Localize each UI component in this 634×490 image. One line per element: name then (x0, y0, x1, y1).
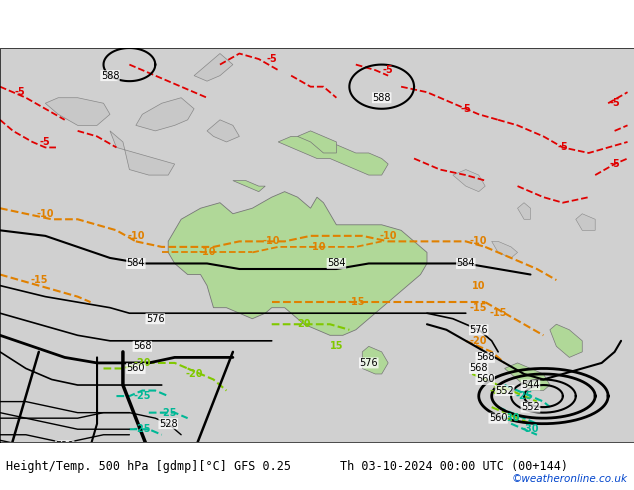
Text: -5: -5 (609, 98, 620, 108)
Polygon shape (136, 98, 194, 131)
Text: -25: -25 (134, 391, 151, 401)
Text: Th 03-10-2024 00:00 UTC (00+144): Th 03-10-2024 00:00 UTC (00+144) (340, 460, 568, 472)
Polygon shape (297, 131, 337, 153)
Text: -15: -15 (470, 303, 488, 313)
Text: 588: 588 (101, 71, 119, 81)
Text: -5: -5 (609, 159, 620, 169)
Text: 552: 552 (521, 402, 540, 412)
Bar (0, 442, 634, 490)
Text: -15: -15 (489, 308, 507, 318)
Text: -5: -5 (40, 137, 51, 147)
Polygon shape (168, 192, 427, 335)
Text: -25: -25 (160, 408, 177, 417)
Text: -20: -20 (489, 386, 507, 395)
Text: -25: -25 (515, 391, 533, 401)
Polygon shape (45, 98, 110, 125)
Text: -10: -10 (198, 247, 216, 257)
Text: -10: -10 (308, 242, 326, 252)
Text: 552: 552 (495, 386, 514, 395)
Text: -10: -10 (379, 231, 397, 241)
Text: 520: 520 (55, 441, 74, 451)
Text: -5: -5 (14, 87, 25, 97)
Text: -5: -5 (460, 104, 471, 114)
Text: -10: -10 (127, 231, 145, 241)
Polygon shape (278, 136, 388, 175)
Polygon shape (453, 170, 485, 192)
Text: 576: 576 (359, 358, 378, 368)
Text: -20: -20 (134, 358, 151, 368)
Text: -30: -30 (502, 413, 520, 423)
Text: -20: -20 (470, 336, 488, 346)
Polygon shape (233, 181, 265, 192)
Polygon shape (505, 363, 550, 391)
Text: 560: 560 (489, 413, 507, 423)
Text: -5: -5 (383, 65, 394, 75)
Text: 544: 544 (521, 380, 540, 390)
Text: 576: 576 (469, 325, 488, 335)
Text: 560: 560 (127, 364, 145, 373)
Text: 584: 584 (456, 258, 475, 269)
Text: -15: -15 (347, 297, 365, 307)
Text: -20: -20 (185, 369, 203, 379)
Polygon shape (207, 120, 240, 142)
Text: 528: 528 (159, 418, 178, 429)
Text: 568: 568 (470, 364, 488, 373)
Text: 584: 584 (127, 258, 145, 269)
Text: 588: 588 (372, 93, 391, 103)
Polygon shape (110, 131, 175, 175)
Text: 15: 15 (330, 342, 343, 351)
Polygon shape (492, 242, 517, 258)
Polygon shape (517, 203, 531, 219)
Text: 10: 10 (472, 281, 486, 291)
Text: ©weatheronline.co.uk: ©weatheronline.co.uk (512, 474, 628, 484)
Text: -20: -20 (502, 413, 520, 423)
Text: Height/Temp. 500 hPa [gdmp][°C] GFS 0.25: Height/Temp. 500 hPa [gdmp][°C] GFS 0.25 (6, 460, 291, 472)
Text: 568: 568 (476, 352, 495, 363)
Text: -5: -5 (266, 54, 277, 64)
Polygon shape (576, 214, 595, 230)
Text: -10: -10 (470, 236, 488, 246)
Bar (0, 48, 634, 442)
Text: 576: 576 (146, 314, 165, 324)
Text: -10: -10 (263, 236, 280, 246)
Text: 584: 584 (327, 258, 346, 269)
Text: 504: 504 (23, 468, 42, 478)
Polygon shape (550, 324, 582, 357)
Bar (0, 0, 634, 48)
Text: -25: -25 (134, 424, 151, 434)
Text: 560: 560 (476, 374, 495, 385)
Text: -10: -10 (37, 209, 54, 219)
Text: 20: 20 (297, 319, 311, 329)
Polygon shape (194, 53, 233, 81)
Polygon shape (362, 346, 388, 374)
Text: -15: -15 (30, 275, 48, 285)
Text: -30: -30 (522, 424, 540, 434)
Text: 568: 568 (133, 342, 152, 351)
Text: -5: -5 (557, 143, 568, 152)
